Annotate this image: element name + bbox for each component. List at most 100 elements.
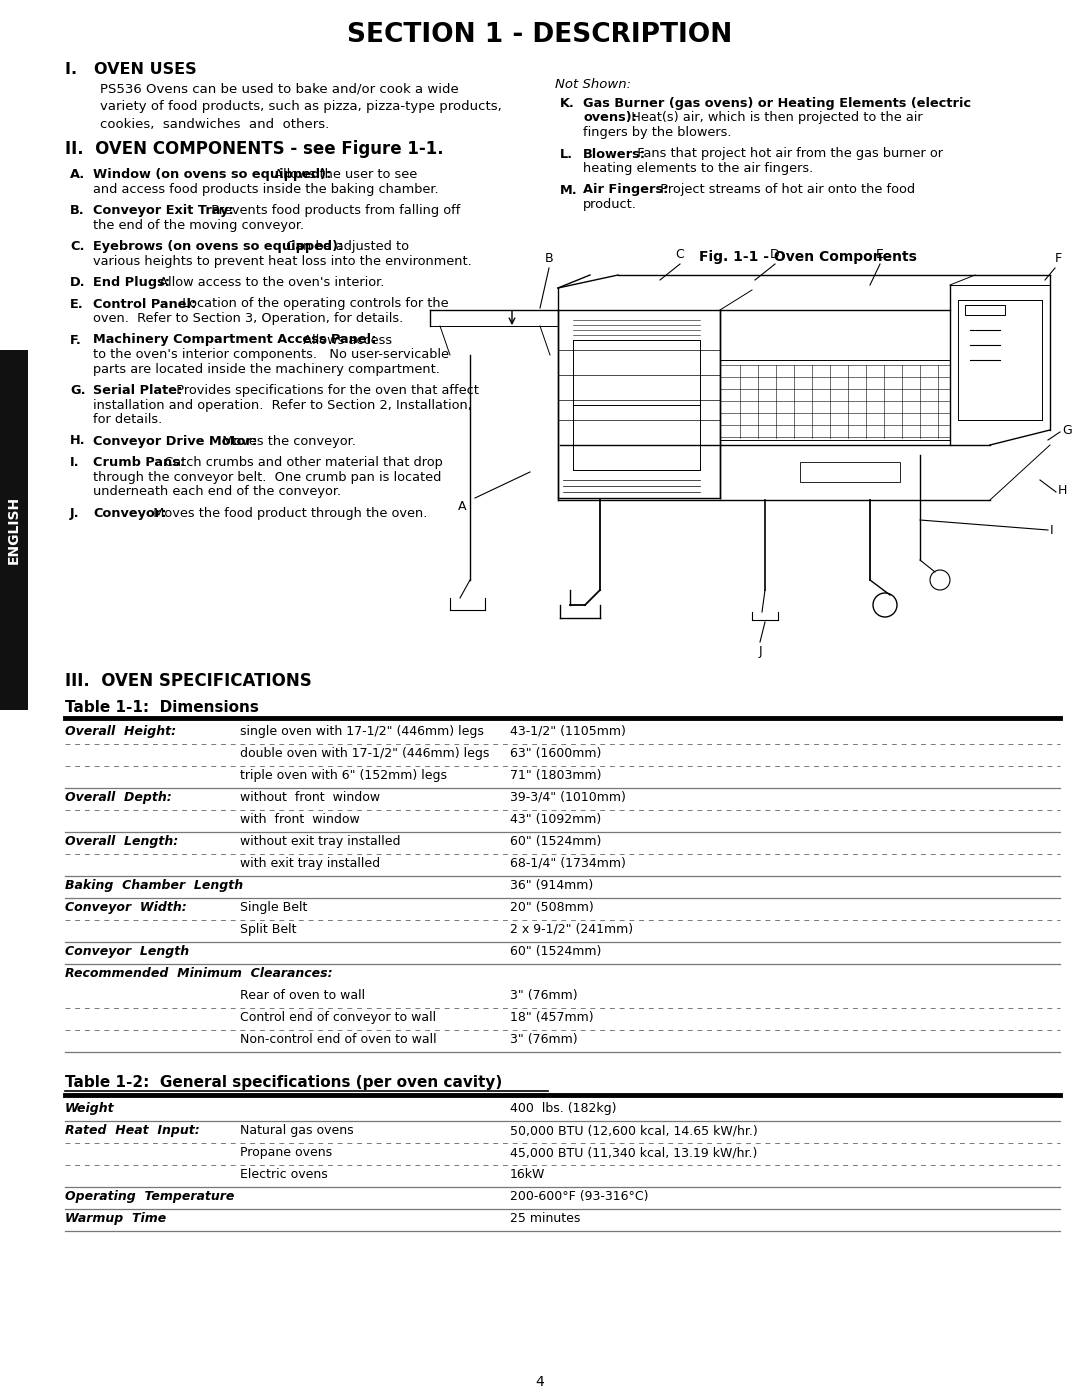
Text: B.: B.	[70, 204, 84, 217]
Text: Allows access: Allows access	[295, 334, 392, 346]
Text: the end of the moving conveyor.: the end of the moving conveyor.	[93, 218, 305, 232]
Text: installation and operation.  Refer to Section 2, Installation,: installation and operation. Refer to Sec…	[93, 398, 472, 412]
Text: 43" (1092mm): 43" (1092mm)	[510, 813, 602, 826]
Text: H: H	[1058, 483, 1067, 496]
Text: 68-1/4" (1734mm): 68-1/4" (1734mm)	[510, 856, 626, 870]
Text: D: D	[770, 249, 780, 261]
Text: Electric ovens: Electric ovens	[240, 1168, 327, 1180]
Text: I.: I.	[70, 455, 80, 469]
Bar	[966, 305, 1005, 314]
Text: F.: F.	[70, 334, 82, 346]
Text: K.: K.	[561, 96, 575, 110]
Text: Allow access to the oven's interior.: Allow access to the oven's interior.	[151, 277, 384, 289]
Text: J.: J.	[70, 507, 80, 520]
Text: Fig. 1-1 - Oven Components: Fig. 1-1 - Oven Components	[699, 250, 917, 264]
Text: E: E	[876, 249, 883, 261]
Text: Warmup  Time: Warmup Time	[65, 1213, 166, 1225]
Text: II.  OVEN COMPONENTS - see Figure 1-1.: II. OVEN COMPONENTS - see Figure 1-1.	[65, 140, 444, 158]
Text: with exit tray installed: with exit tray installed	[240, 856, 380, 870]
Text: A.: A.	[70, 168, 85, 182]
Text: 4: 4	[536, 1375, 544, 1389]
Text: Non-control end of oven to wall: Non-control end of oven to wall	[240, 1032, 436, 1046]
Text: Conveyor  Width:: Conveyor Width:	[65, 901, 187, 914]
Text: 25 minutes: 25 minutes	[510, 1213, 580, 1225]
Text: through the conveyor belt.  One crumb pan is located: through the conveyor belt. One crumb pan…	[93, 471, 442, 483]
Text: C.: C.	[70, 240, 84, 253]
Text: Control Panel:: Control Panel:	[93, 298, 197, 310]
Text: A: A	[458, 500, 467, 513]
Bar	[800, 462, 900, 482]
Text: Rear of oven to wall: Rear of oven to wall	[240, 989, 365, 1002]
Text: without  front  window: without front window	[240, 791, 380, 805]
Text: ovens):: ovens):	[583, 112, 637, 124]
Text: Blowers:: Blowers:	[583, 148, 646, 161]
Text: I.   OVEN USES: I. OVEN USES	[65, 61, 197, 77]
Text: Conveyor Drive Motor:: Conveyor Drive Motor:	[93, 434, 257, 447]
Text: Split Belt: Split Belt	[240, 923, 297, 936]
Text: Baking  Chamber  Length: Baking Chamber Length	[65, 879, 243, 893]
Text: E.: E.	[70, 298, 84, 310]
Text: I: I	[1050, 524, 1054, 536]
Text: Single Belt: Single Belt	[240, 901, 308, 914]
Text: parts are located inside the machinery compartment.: parts are located inside the machinery c…	[93, 362, 440, 376]
Text: double oven with 17-1/2" (446mm) legs: double oven with 17-1/2" (446mm) legs	[240, 747, 489, 760]
Text: 60" (1524mm): 60" (1524mm)	[510, 835, 602, 848]
Text: Propane ovens: Propane ovens	[240, 1146, 333, 1160]
Text: PS536 Ovens can be used to bake and/or cook a wide
variety of food products, suc: PS536 Ovens can be used to bake and/or c…	[100, 82, 502, 131]
Text: Catch crumbs and other material that drop: Catch crumbs and other material that dro…	[157, 455, 443, 469]
Text: Gas Burner (gas ovens) or Heating Elements (electric: Gas Burner (gas ovens) or Heating Elemen…	[583, 96, 971, 110]
Text: Weight: Weight	[65, 1102, 114, 1115]
Text: with  front  window: with front window	[240, 813, 360, 826]
Text: Control end of conveyor to wall: Control end of conveyor to wall	[240, 1011, 436, 1024]
Text: product.: product.	[583, 198, 637, 211]
Text: 16kW: 16kW	[510, 1168, 545, 1180]
Text: Allows the user to see: Allows the user to see	[266, 168, 417, 182]
Text: Overall  Height:: Overall Height:	[65, 725, 176, 738]
Text: 36" (914mm): 36" (914mm)	[510, 879, 593, 893]
Text: J: J	[758, 645, 761, 658]
Text: L.: L.	[561, 148, 573, 161]
Text: G: G	[1062, 423, 1071, 436]
Text: oven.  Refer to Section 3, Operation, for details.: oven. Refer to Section 3, Operation, for…	[93, 312, 403, 326]
Text: Table 1-1:  Dimensions: Table 1-1: Dimensions	[65, 700, 259, 715]
Text: 71" (1803mm): 71" (1803mm)	[510, 768, 602, 782]
Text: Eyebrows (on ovens so equipped):: Eyebrows (on ovens so equipped):	[93, 240, 343, 253]
Text: 45,000 BTU (11,340 kcal, 13.19 kW/hr.): 45,000 BTU (11,340 kcal, 13.19 kW/hr.)	[510, 1146, 757, 1160]
Text: various heights to prevent heat loss into the environment.: various heights to prevent heat loss int…	[93, 254, 472, 267]
Text: 2 x 9-1/2" (241mm): 2 x 9-1/2" (241mm)	[510, 923, 633, 936]
Text: C: C	[676, 249, 685, 261]
Text: ENGLISH: ENGLISH	[6, 496, 21, 564]
Text: 60" (1524mm): 60" (1524mm)	[510, 944, 602, 958]
Text: Crumb Pans:: Crumb Pans:	[93, 455, 185, 469]
Text: F: F	[1054, 251, 1062, 265]
Text: Serial Plate:: Serial Plate:	[93, 384, 183, 397]
Text: single oven with 17-1/2" (446mm) legs: single oven with 17-1/2" (446mm) legs	[240, 725, 484, 738]
Text: Moves the conveyor.: Moves the conveyor.	[214, 434, 356, 447]
Text: 50,000 BTU (12,600 kcal, 14.65 kW/hr.): 50,000 BTU (12,600 kcal, 14.65 kW/hr.)	[510, 1125, 758, 1137]
Text: B: B	[544, 251, 553, 265]
Text: underneath each end of the conveyor.: underneath each end of the conveyor.	[93, 485, 341, 497]
Text: 3" (76mm): 3" (76mm)	[510, 989, 578, 1002]
Text: SECTION 1 - DESCRIPTION: SECTION 1 - DESCRIPTION	[348, 22, 732, 47]
Text: Provides specifications for the oven that affect: Provides specifications for the oven tha…	[168, 384, 478, 397]
Text: to the oven's interior components.   No user-servicable: to the oven's interior components. No us…	[93, 348, 449, 360]
Text: fingers by the blowers.: fingers by the blowers.	[583, 126, 731, 138]
Text: Rated  Heat  Input:: Rated Heat Input:	[65, 1125, 200, 1137]
Text: Table 1-2:  General specifications (per oven cavity): Table 1-2: General specifications (per o…	[65, 1076, 502, 1090]
Text: Moves the food product through the oven.: Moves the food product through the oven.	[145, 507, 428, 520]
Text: Location of the operating controls for the: Location of the operating controls for t…	[174, 298, 448, 310]
Text: Air Fingers:: Air Fingers:	[583, 183, 669, 197]
Text: Prevents food products from falling off: Prevents food products from falling off	[203, 204, 460, 217]
Text: H.: H.	[70, 434, 85, 447]
Text: heating elements to the air fingers.: heating elements to the air fingers.	[583, 162, 813, 175]
Text: Recommended  Minimum  Clearances:: Recommended Minimum Clearances:	[65, 967, 333, 981]
Text: 200-600°F (93-316°C): 200-600°F (93-316°C)	[510, 1190, 648, 1203]
Text: triple oven with 6" (152mm) legs: triple oven with 6" (152mm) legs	[240, 768, 447, 782]
Text: III.  OVEN SPECIFICATIONS: III. OVEN SPECIFICATIONS	[65, 672, 312, 690]
Text: Window (on ovens so equipped):: Window (on ovens so equipped):	[93, 168, 332, 182]
Text: Fans that project hot air from the gas burner or: Fans that project hot air from the gas b…	[630, 148, 943, 161]
Text: 3" (76mm): 3" (76mm)	[510, 1032, 578, 1046]
Text: 400  lbs. (182kg): 400 lbs. (182kg)	[510, 1102, 617, 1115]
Text: Overall  Depth:: Overall Depth:	[65, 791, 172, 805]
Text: 18" (457mm): 18" (457mm)	[510, 1011, 594, 1024]
